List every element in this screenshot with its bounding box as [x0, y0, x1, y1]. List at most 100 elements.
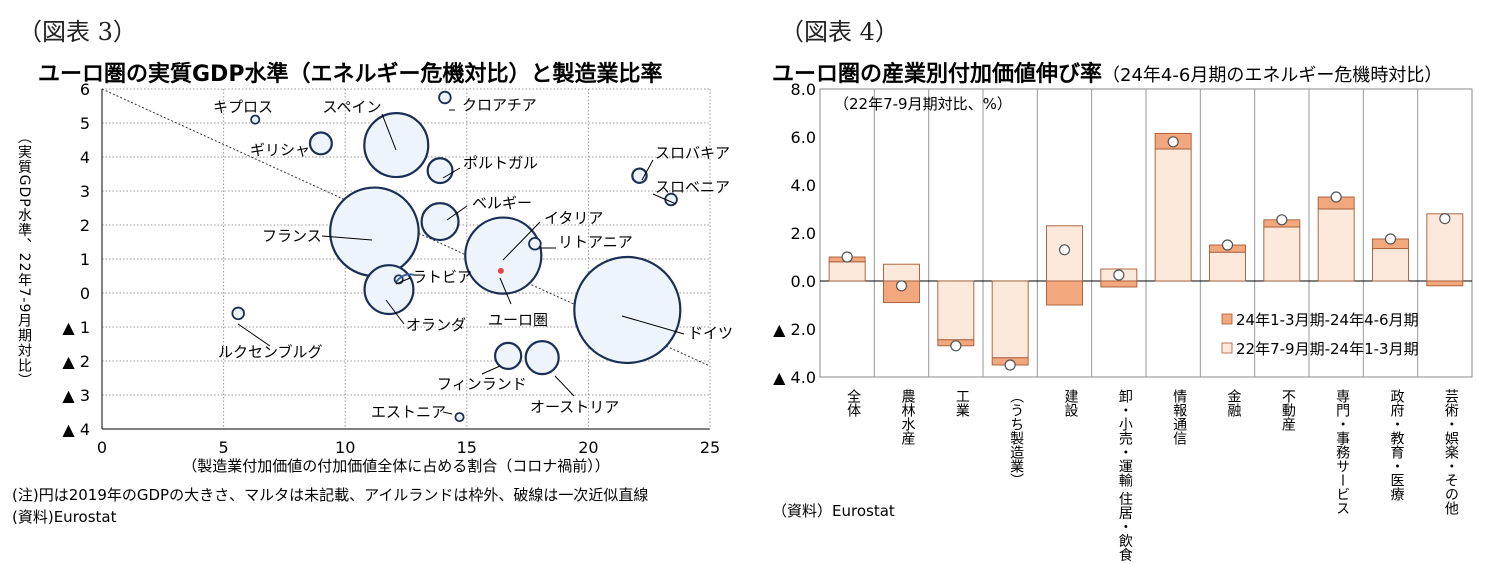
point-label: エストニア: [371, 403, 446, 421]
y-axis-label: （実質GDP水準、22年7-9月期対比）: [16, 130, 32, 389]
eurozone-point: [497, 267, 504, 274]
point-label: ベルギー: [472, 194, 532, 212]
y-tick-label: 6.0: [791, 128, 816, 147]
label-leader-line: [442, 411, 453, 415]
bar-segment-22q3-24q1: [1209, 251, 1246, 282]
category-label: 農林水産: [900, 389, 916, 446]
point-label: ユーロ圏: [488, 311, 548, 329]
total-marker: [1167, 136, 1179, 148]
label-leader-line: [442, 167, 461, 179]
bar-segment-24q1-24q2: [1426, 280, 1464, 287]
bubble-point: [426, 157, 454, 185]
label-leader-line: [395, 277, 411, 285]
category-label: 政府・教育・医療: [1389, 389, 1405, 501]
point-label: ラトビア: [412, 268, 472, 286]
y-tick-label: 5: [80, 114, 90, 133]
bubble-point: [631, 167, 648, 184]
total-marker: [1384, 233, 1397, 245]
bar-segment-22q3-24q1: [1372, 248, 1409, 282]
bar-segment-22q3-24q1: [1317, 208, 1355, 282]
total-marker: [1276, 214, 1288, 226]
category-label: 卸・小売・運輸 住居・飲食: [1117, 389, 1133, 562]
total-marker: [841, 251, 853, 263]
y-tick-label: ▲ 2: [62, 352, 90, 371]
bubble-point: [493, 341, 523, 371]
y-tick-label: 8.0: [791, 80, 816, 99]
total-marker: [950, 340, 962, 352]
point-label: リトアニア: [558, 233, 633, 251]
label-leader-line: [641, 159, 654, 181]
point-label: ポルトガル: [463, 154, 538, 172]
bubble-point: [250, 114, 261, 125]
point-label: フィンランド: [437, 375, 527, 393]
label-leader-line: [321, 235, 373, 241]
chart-source-left: (資料)Eurostat: [12, 508, 117, 526]
x-tick-label: 25: [700, 438, 720, 457]
bar-segment-22q3-24q1: [1263, 226, 1301, 282]
unit-label: （22年7-9月期対比、%）: [834, 95, 1012, 113]
label-leader-line: [554, 375, 575, 397]
bar-segment-22q3-24q1: [828, 261, 866, 282]
point-label: クロアチア: [462, 96, 537, 114]
x-tick-label: 15: [457, 438, 477, 457]
x-axis-label: （製造業付加価値の付加価値全体に占める割合（コロナ禍前））: [182, 457, 610, 475]
label-leader-line: [381, 113, 397, 151]
category-label: 芸術・娯楽・その他: [1443, 389, 1459, 516]
bubble-point: [420, 202, 460, 242]
y-tick-label: 3: [80, 182, 90, 201]
x-tick-label: 5: [219, 438, 229, 457]
category-label: 建設: [1063, 389, 1079, 417]
y-tick-label: ▲ 3: [62, 386, 90, 405]
chart-title-right-sub: （24年4-6月期のエネルギー危機時対比）: [1102, 65, 1443, 86]
bubble-point: [363, 112, 430, 179]
category-label: 情報通信: [1171, 389, 1187, 445]
category-label: 全体: [845, 388, 861, 417]
bubble-point: [464, 216, 543, 295]
bubble-point: [329, 186, 420, 278]
category-label: 専門・事務サービス: [1334, 389, 1350, 515]
chart-title-left: ユーロ圏の実質GDP水準（エネルギー危機対比）と製造業比率: [38, 62, 663, 87]
category-label: 工業: [954, 389, 970, 417]
total-marker: [1439, 213, 1451, 225]
point-label: ルクセンブルグ: [218, 343, 323, 361]
point-label: イタリア: [544, 209, 603, 227]
bubble-point: [528, 236, 542, 251]
y-tick-label: 1: [80, 250, 90, 269]
bar-segment-22q3-24q1: [937, 280, 975, 341]
point-label: オランダ: [406, 316, 466, 334]
point-label: スロバキア: [655, 144, 730, 162]
total-marker: [1058, 244, 1071, 256]
y-tick-label: 0: [80, 284, 90, 303]
category-label: 金融: [1226, 389, 1242, 417]
bar-segment-22q3-24q1: [991, 280, 1029, 359]
chart-source-right: （資料）Eurostat: [772, 502, 895, 520]
point-label: オーストリア: [530, 398, 619, 416]
bubble-point: [524, 339, 560, 376]
category-label: 不動産: [1280, 389, 1296, 432]
y-tick-label: 4.0: [791, 176, 816, 195]
y-tick-label: 6: [80, 80, 90, 99]
label-leader-line: [652, 193, 677, 205]
total-marker: [1330, 191, 1342, 203]
label-leader-line: [395, 273, 415, 283]
label-leader-line: [385, 299, 405, 325]
chart-title-right-main: ユーロ圏の産業別付加価値伸び率: [772, 62, 1103, 87]
legend-swatch: [1221, 313, 1233, 325]
label-leader-line: [446, 205, 468, 221]
bar-segment-24q1-24q2: [1100, 280, 1138, 288]
bar-segment-22q3-24q1: [883, 263, 920, 282]
point-label: スロベニア: [655, 178, 730, 196]
label-leader-line: [621, 315, 685, 335]
x-tick-label: 10: [335, 438, 355, 457]
y-tick-label: 0.0: [791, 272, 816, 291]
label-leader-line: [499, 277, 512, 305]
y-tick-label: ▲ 4: [62, 420, 90, 439]
y-tick-label: ▲ 4.0: [773, 368, 816, 387]
point-label: ギリシャ: [250, 141, 310, 159]
legend-swatch: [1221, 342, 1233, 354]
y-tick-label: 2: [80, 216, 90, 235]
total-marker: [1221, 239, 1234, 251]
legend-label: 22年7-9月期-24年1-3月期: [1236, 340, 1419, 358]
point-label: キプロス: [213, 98, 273, 116]
